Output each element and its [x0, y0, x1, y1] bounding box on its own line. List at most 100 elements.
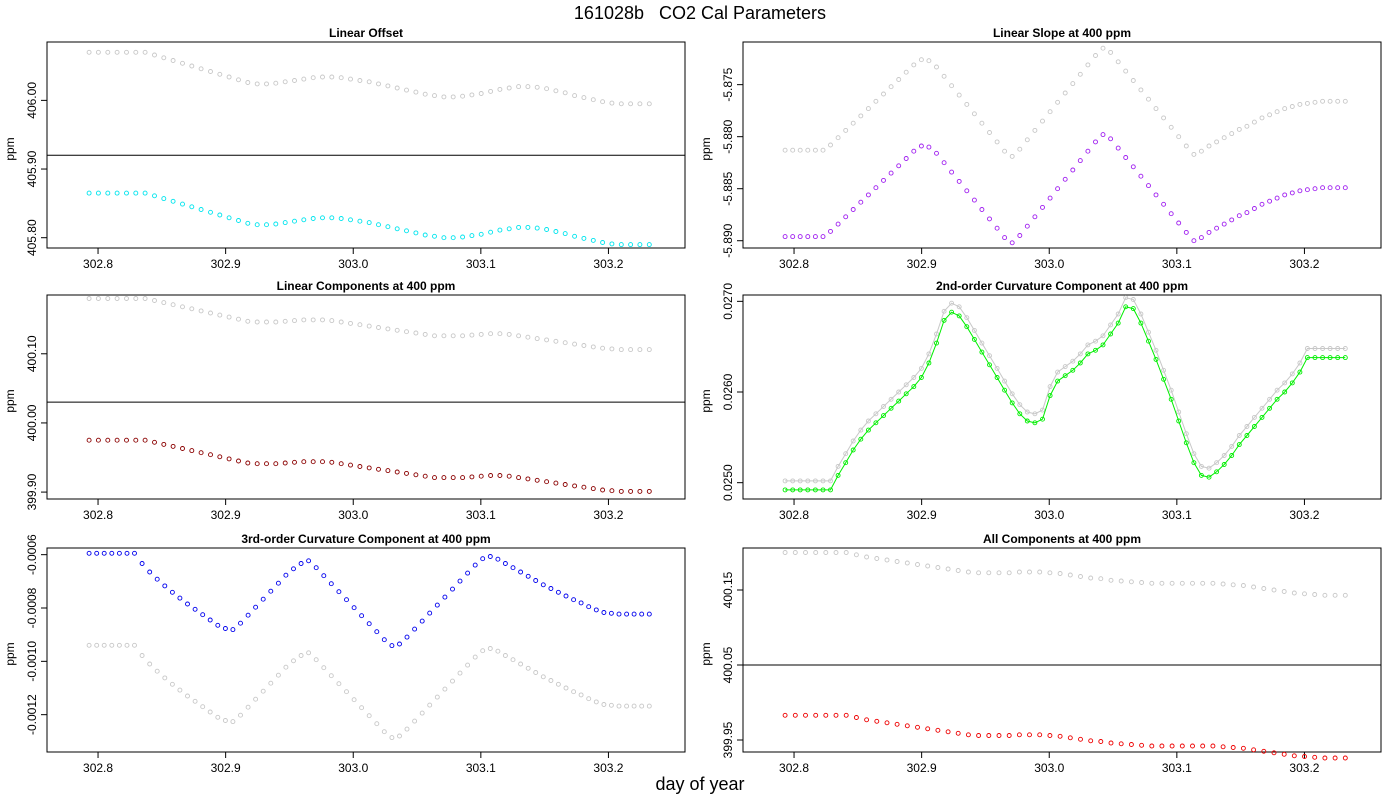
data-point: [586, 604, 592, 610]
data-point: [152, 52, 157, 58]
data-point: [506, 85, 512, 91]
data-point: [979, 340, 985, 346]
data-point: [1040, 407, 1045, 413]
data-point: [465, 570, 471, 576]
data-point: [480, 648, 486, 654]
data-point: [812, 147, 818, 153]
data-point: [282, 79, 288, 85]
data-point: [1236, 442, 1242, 448]
data-point: [987, 216, 992, 222]
data-point: [525, 334, 531, 340]
data-point: [934, 64, 939, 70]
data-point: [351, 697, 357, 703]
data-point: [628, 242, 634, 248]
data-point: [792, 550, 798, 555]
data-point: [1057, 571, 1063, 576]
data-point: [254, 319, 260, 325]
data-point: [1115, 59, 1121, 65]
data-point: [1108, 577, 1114, 583]
data-point: [105, 437, 111, 443]
data-point: [1070, 81, 1076, 87]
data-point: [236, 458, 241, 464]
data-point: [192, 698, 198, 704]
data-point: [133, 49, 139, 55]
data-point: [413, 89, 419, 95]
data-point: [254, 461, 260, 467]
data-point: [1259, 405, 1265, 411]
data-point: [422, 232, 428, 238]
data-point: [903, 382, 909, 388]
data-point: [1161, 201, 1167, 207]
data-point: [1100, 132, 1106, 138]
data-point: [192, 606, 198, 612]
x-tick-label: 303.0: [1034, 257, 1064, 271]
chart-linear-components: Linear Components at 400 ppm 302.8 302.9 30…: [3, 279, 686, 522]
data-point: [586, 696, 592, 702]
data-point: [1259, 414, 1265, 420]
data-point: [1047, 733, 1053, 738]
data-point: [404, 87, 409, 93]
data-point: [189, 306, 195, 312]
data-point: [820, 147, 826, 153]
data-point: [828, 228, 833, 234]
data-point: [1024, 137, 1030, 143]
data-point: [450, 235, 456, 241]
data-point: [180, 446, 185, 451]
data-point: [442, 594, 448, 600]
data-point: [1214, 460, 1220, 466]
data-point: [782, 487, 788, 493]
series-line: [785, 297, 1346, 482]
data-point: [865, 106, 871, 112]
data-point: [639, 611, 645, 617]
data-point: [864, 554, 870, 560]
data-point: [101, 642, 107, 648]
x-tick-label: 302.9: [211, 257, 241, 271]
data-point: [823, 712, 829, 718]
data-point: [161, 300, 167, 306]
data-point: [884, 720, 890, 726]
data-point: [124, 190, 129, 196]
data-point: [516, 475, 522, 481]
x-tick-label: 302.9: [211, 508, 241, 522]
data-point: [86, 190, 92, 196]
data-point: [1176, 409, 1182, 415]
y-tick-label: 400.10: [25, 335, 39, 372]
data-point: [581, 95, 587, 101]
data-point: [518, 661, 524, 667]
data-point: [516, 333, 522, 339]
y-tick-label: -0.0008: [25, 587, 39, 628]
data-point: [1078, 736, 1083, 742]
data-point: [180, 201, 185, 207]
data-point: [1267, 198, 1273, 204]
data-point: [1229, 217, 1235, 223]
data-point: [1085, 351, 1091, 357]
data-point: [236, 77, 241, 83]
data-point: [1139, 580, 1145, 585]
data-point: [571, 689, 577, 695]
data-point: [911, 384, 917, 390]
data-point: [1168, 124, 1174, 130]
x-tick-label: 303.2: [593, 257, 623, 271]
data-point: [600, 487, 606, 493]
data-point: [578, 692, 584, 698]
y-tick-label: -5.890: [721, 223, 735, 257]
chart-title: Linear Components at 400 ppm: [277, 279, 456, 293]
data-point: [1138, 87, 1144, 93]
data-point: [1229, 443, 1235, 449]
data-point: [1040, 118, 1045, 124]
data-point: [376, 466, 381, 472]
data-point: [472, 562, 478, 568]
data-point: [553, 338, 559, 344]
data-point: [618, 488, 624, 494]
data-point: [376, 81, 381, 87]
data-point: [1198, 472, 1204, 478]
data-point: [562, 340, 568, 346]
data-point: [292, 78, 297, 83]
data-point: [544, 337, 550, 343]
data-point: [1169, 743, 1175, 749]
chart-title: Linear Slope at 400 ppm: [993, 26, 1131, 40]
data-point: [1206, 465, 1212, 471]
data-point: [208, 310, 213, 316]
data-point: [1024, 223, 1030, 229]
data-point: [366, 465, 372, 471]
